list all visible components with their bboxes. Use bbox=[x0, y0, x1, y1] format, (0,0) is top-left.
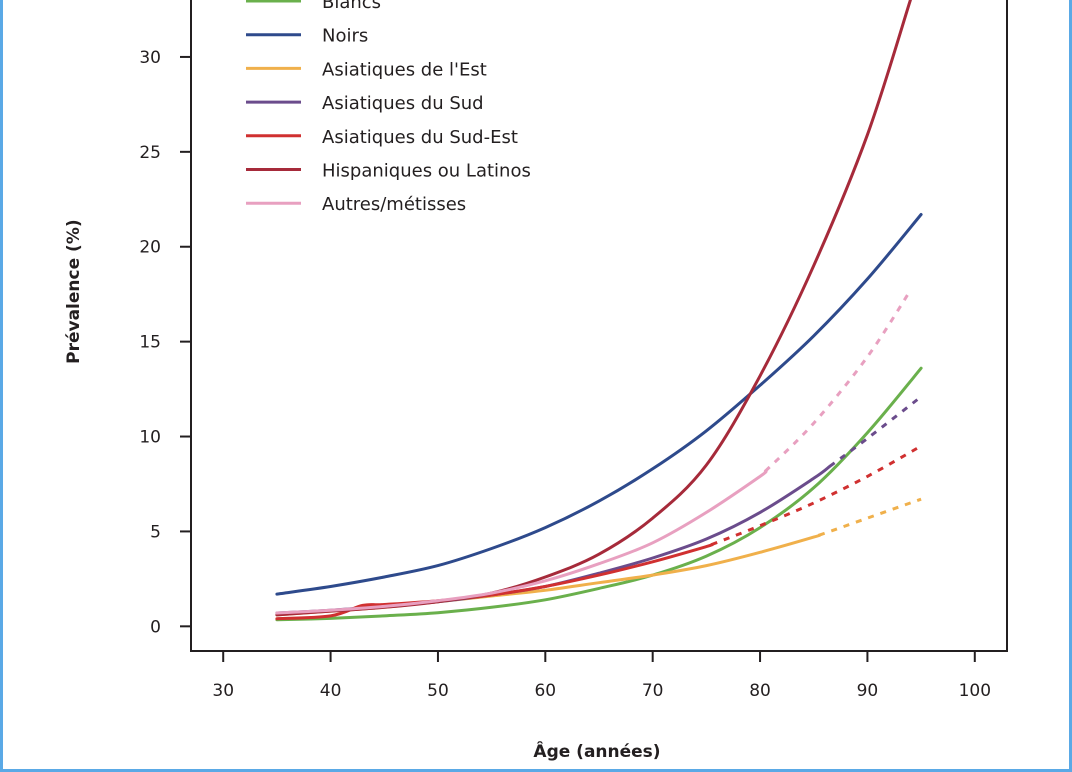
legend-label: Noirs bbox=[322, 26, 368, 47]
y-tick-label: 20 bbox=[139, 238, 161, 258]
series-line-autres-metisses bbox=[275, 469, 768, 615]
series-line-autres-metisses-extrapolated bbox=[764, 289, 912, 473]
y-tick-label: 10 bbox=[139, 428, 161, 448]
series-line-asiatiques-du-sud-est-extrapolated bbox=[711, 444, 922, 546]
x-tick-label: 90 bbox=[857, 681, 879, 701]
x-tick-label: 40 bbox=[320, 681, 342, 701]
series-line-noirs bbox=[275, 213, 923, 596]
x-tick-label: 50 bbox=[427, 681, 449, 701]
series-line-asiatiques-du-sud bbox=[275, 464, 832, 615]
legend-label: Autres/métisses bbox=[322, 194, 466, 215]
y-axis-title: Prévalence (%) bbox=[64, 219, 84, 363]
plot-box bbox=[190, 0, 1008, 652]
legend-label: Asiatiques de l'Est bbox=[322, 59, 487, 80]
y-tick-label: 15 bbox=[139, 333, 161, 353]
legend-label: Blancs bbox=[322, 0, 381, 13]
series-line-blancs bbox=[275, 366, 923, 622]
y-tick-label: 0 bbox=[150, 617, 161, 637]
legend-label: Asiatiques du Sud bbox=[322, 93, 484, 114]
series-line-asiatiques-du-sud-extrapolated bbox=[828, 395, 923, 468]
y-tick-label: 5 bbox=[150, 522, 161, 542]
series-line-asiatiques-de-l-est-extrapolated bbox=[818, 497, 922, 537]
x-tick-label: 60 bbox=[534, 681, 556, 701]
y-tick-label: 30 bbox=[139, 48, 161, 68]
series-lines bbox=[275, 0, 923, 622]
x-tick-label: 70 bbox=[642, 681, 664, 701]
x-tick-label: 30 bbox=[212, 681, 234, 701]
legend-label: Hispaniques ou Latinos bbox=[322, 161, 531, 182]
legend-label: Asiatiques du Sud-Est bbox=[322, 127, 518, 148]
prevalence-chart: 30 40 50 60 70 80 90 100 0 5 10 15 20 25 30 Âge (années… bbox=[64, 0, 1008, 762]
legend: Blancs Noirs Asiatiques de l'Est Asiatiques… bbox=[246, 0, 531, 215]
x-tick-label: 100 bbox=[959, 681, 991, 701]
y-tick-label: 25 bbox=[139, 143, 161, 163]
x-axis-title: Âge (années) bbox=[533, 740, 660, 762]
x-tick-label: 80 bbox=[749, 681, 771, 701]
